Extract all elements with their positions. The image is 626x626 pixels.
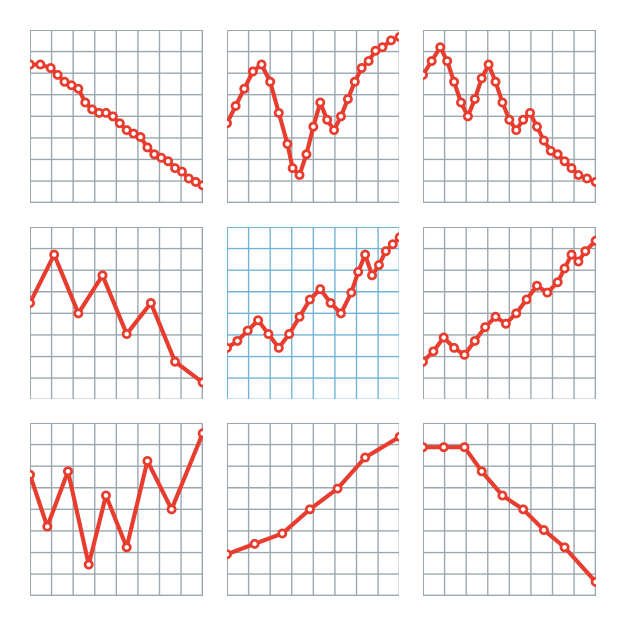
chart-cell-2 bbox=[423, 30, 596, 203]
chart-cell-1 bbox=[227, 30, 400, 203]
chart-cell-8 bbox=[423, 423, 596, 596]
chart-cell-4 bbox=[227, 227, 400, 400]
mini-line-chart bbox=[423, 227, 596, 400]
chart-grid bbox=[0, 0, 626, 626]
mini-line-chart bbox=[423, 30, 596, 203]
mini-line-chart bbox=[30, 227, 203, 400]
mini-line-chart bbox=[227, 30, 400, 203]
chart-cell-6 bbox=[30, 423, 203, 596]
mini-line-chart bbox=[227, 423, 400, 596]
mini-line-chart bbox=[30, 30, 203, 203]
chart-cell-3 bbox=[30, 227, 203, 400]
mini-line-chart bbox=[30, 423, 203, 596]
chart-cell-5 bbox=[423, 227, 596, 400]
chart-cell-0 bbox=[30, 30, 203, 203]
chart-cell-7 bbox=[227, 423, 400, 596]
mini-line-chart bbox=[227, 227, 400, 400]
mini-line-chart bbox=[423, 423, 596, 596]
